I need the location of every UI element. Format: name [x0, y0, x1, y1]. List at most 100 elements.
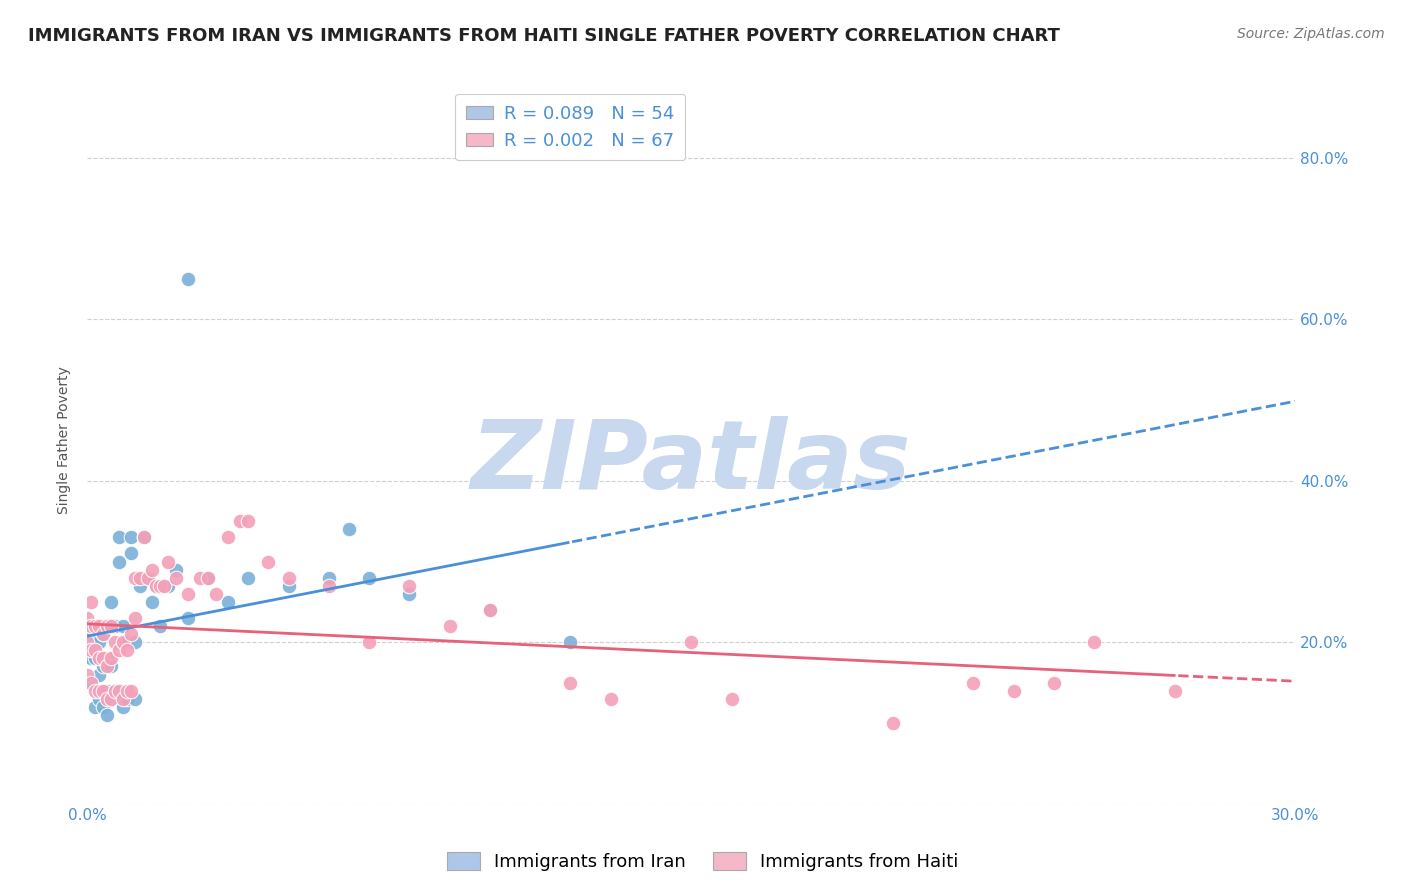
Point: [89, 619, 111, 633]
Point: [104, 635, 127, 649]
Point: [112, 635, 135, 649]
Point: [120, 530, 142, 544]
Point: [117, 691, 139, 706]
Point: [96, 691, 118, 706]
Point: [100, 659, 122, 673]
Point: [238, 514, 260, 528]
Point: [124, 635, 146, 649]
Point: [681, 635, 703, 649]
Point: [229, 514, 252, 528]
Point: [100, 595, 122, 609]
Point: [124, 691, 146, 706]
Point: [156, 579, 179, 593]
Point: [112, 619, 135, 633]
Point: [91, 683, 114, 698]
Point: [398, 579, 420, 593]
Point: [80, 675, 103, 690]
Point: [84, 619, 107, 633]
Y-axis label: Single Father Poverty: Single Father Poverty: [58, 367, 72, 515]
Point: [149, 619, 172, 633]
Point: [337, 522, 360, 536]
Point: [478, 603, 501, 617]
Point: [84, 651, 107, 665]
Point: [165, 563, 187, 577]
Text: Source: ZipAtlas.com: Source: ZipAtlas.com: [1237, 27, 1385, 41]
Point: [217, 595, 239, 609]
Point: [91, 627, 114, 641]
Point: [318, 579, 340, 593]
Point: [80, 627, 103, 641]
Point: [560, 675, 582, 690]
Point: [962, 675, 984, 690]
Point: [91, 699, 114, 714]
Point: [100, 691, 122, 706]
Point: [165, 571, 187, 585]
Point: [882, 715, 904, 730]
Point: [117, 635, 139, 649]
Point: [104, 683, 127, 698]
Point: [80, 675, 103, 690]
Point: [76, 651, 98, 665]
Point: [108, 530, 131, 544]
Point: [136, 571, 159, 585]
Point: [478, 603, 501, 617]
Text: IMMIGRANTS FROM IRAN VS IMMIGRANTS FROM HAITI SINGLE FATHER POVERTY CORRELATION : IMMIGRANTS FROM IRAN VS IMMIGRANTS FROM …: [28, 27, 1060, 45]
Point: [318, 571, 340, 585]
Point: [1043, 675, 1066, 690]
Point: [238, 571, 260, 585]
Point: [217, 530, 239, 544]
Point: [257, 555, 280, 569]
Point: [112, 699, 135, 714]
Point: [197, 571, 219, 585]
Point: [80, 651, 103, 665]
Point: [104, 683, 127, 698]
Point: [80, 643, 103, 657]
Point: [124, 611, 146, 625]
Point: [120, 547, 142, 561]
Point: [277, 571, 299, 585]
Point: [120, 627, 142, 641]
Point: [1002, 683, 1025, 698]
Point: [96, 619, 118, 633]
Point: [89, 683, 111, 698]
Legend: R = 0.089   N = 54, R = 0.002   N = 67: R = 0.089 N = 54, R = 0.002 N = 67: [456, 94, 686, 161]
Point: [205, 587, 228, 601]
Point: [89, 691, 111, 706]
Point: [120, 683, 142, 698]
Point: [84, 643, 107, 657]
Point: [96, 683, 118, 698]
Point: [80, 619, 103, 633]
Point: [108, 683, 131, 698]
Point: [76, 611, 98, 625]
Text: ZIPatlas: ZIPatlas: [471, 416, 911, 508]
Point: [124, 571, 146, 585]
Point: [156, 555, 179, 569]
Point: [152, 579, 174, 593]
Point: [96, 707, 118, 722]
Point: [1163, 683, 1185, 698]
Point: [108, 643, 131, 657]
Point: [117, 643, 139, 657]
Point: [128, 571, 150, 585]
Point: [132, 530, 155, 544]
Point: [100, 619, 122, 633]
Point: [117, 683, 139, 698]
Point: [359, 571, 381, 585]
Point: [277, 579, 299, 593]
Point: [128, 579, 150, 593]
Point: [91, 659, 114, 673]
Point: [100, 651, 122, 665]
Point: [96, 659, 118, 673]
Point: [599, 691, 621, 706]
Point: [76, 667, 98, 681]
Point: [84, 699, 107, 714]
Point: [177, 272, 200, 286]
Point: [177, 611, 200, 625]
Point: [141, 595, 163, 609]
Point: [145, 579, 167, 593]
Legend: Immigrants from Iran, Immigrants from Haiti: Immigrants from Iran, Immigrants from Ha…: [440, 845, 966, 879]
Point: [145, 579, 167, 593]
Point: [177, 587, 200, 601]
Point: [104, 619, 127, 633]
Point: [188, 571, 211, 585]
